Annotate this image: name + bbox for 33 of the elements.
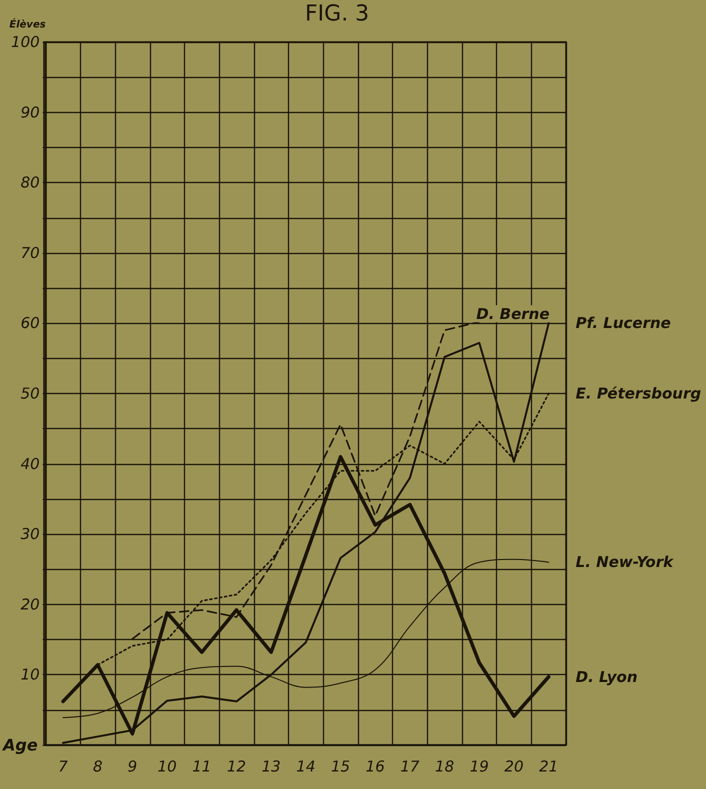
x-tick-label: 18 [435,758,454,776]
y-tick-label: 50 [20,384,40,402]
x-tick-label: 14 [296,758,316,776]
x-tick-label: 16 [366,758,385,776]
y-tick-label: 20 [20,595,40,614]
series-label: Pf. Lucerne [576,314,671,332]
y-tick-label: 100 [11,33,40,51]
y-axis-title: Élèves [9,18,46,30]
x-tick-label: 12 [226,758,246,776]
x-tick-label: 19 [470,758,489,776]
x-tick-label: 15 [330,758,350,776]
y-tick-label: 70 [20,244,40,262]
y-tick-label: 10 [20,666,40,684]
y-tick-label: 60 [20,314,40,332]
y-tick-label: 30 [20,525,40,544]
x-tick-label: 7 [58,758,68,776]
series-label: E. Pétersbourg [576,384,702,402]
series-label: L. New-York [576,553,674,572]
x-tick-label: 11 [192,758,212,776]
y-tick-label: 80 [20,174,40,192]
x-tick-label: 9 [128,758,138,776]
y-tick-label: 90 [20,103,40,122]
x-tick-label: 21 [539,758,558,776]
x-tick-label: 20 [504,758,524,776]
x-axis-title: Age [1,736,38,754]
series-label: D. Berne [476,304,550,323]
series-label: D. Lyon [576,668,638,686]
x-tick-label: 10 [158,758,177,776]
chart-title: FIG. 3 [305,2,370,26]
y-tick-label: 40 [20,454,40,473]
x-tick-label: 8 [92,758,102,776]
x-tick-label: 13 [262,758,281,776]
x-tick-label: 17 [400,758,420,776]
